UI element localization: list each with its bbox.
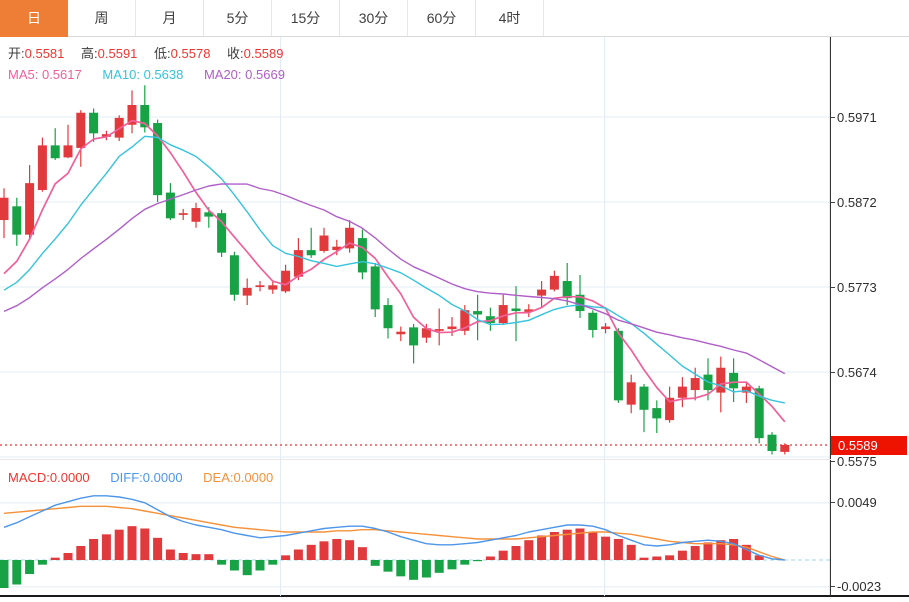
interval-tab-5分[interactable]: 5分	[204, 0, 272, 36]
axis-tick	[830, 586, 835, 588]
price-tick-0.5773: 0.5773	[837, 279, 877, 295]
axis-tick	[830, 116, 835, 118]
diff-label: DIFF:	[110, 470, 143, 485]
interval-tab-周[interactable]: 周	[68, 0, 136, 36]
interval-tabbar: 日周月 5分 15分 30分 60分 4时	[0, 0, 909, 37]
macd-tick--0.0023: -0.0023	[837, 579, 882, 595]
dea-value: 0.0000	[233, 470, 274, 485]
axis-tick	[830, 460, 835, 462]
open-label: 开:	[8, 46, 25, 61]
price-tick-0.5872: 0.5872	[837, 194, 877, 210]
macd-chart-canvas[interactable]	[0, 460, 831, 596]
interval-tab-30分[interactable]: 30分	[340, 0, 408, 36]
main-chart-canvas[interactable]	[0, 37, 831, 459]
panel-divider	[0, 459, 831, 460]
open-value: 0.5581	[24, 46, 65, 61]
low-label: 低:	[154, 46, 171, 61]
ma20-label: MA20:	[203, 67, 242, 82]
current-price-flag: 0.5589	[831, 435, 907, 455]
price-tick-0.5674: 0.5674	[837, 364, 877, 380]
macd-value: 0.0000	[49, 470, 90, 485]
ma-legend: MA5: 0.5617 MA10: 0.5638 MA20: 0.5669	[8, 67, 302, 83]
macd-legend: MACD:0.0000 DIFF:0.0000 DEA:0.0000	[8, 470, 290, 486]
interval-tab-60分[interactable]: 60分	[408, 0, 476, 36]
dea-label: DEA:	[203, 470, 234, 485]
interval-tab-15分[interactable]: 15分	[272, 0, 340, 36]
price-tick-0.5971: 0.5971	[837, 109, 877, 125]
high-value: 0.5591	[97, 46, 138, 61]
interval-tab-月[interactable]: 月	[136, 0, 204, 36]
ma10-value: 0.5638	[143, 67, 184, 82]
ma5-label: MA5:	[8, 67, 39, 82]
macd-tick-0.0049: 0.0049	[837, 495, 877, 511]
axis-tick	[830, 502, 835, 504]
axis-tick	[830, 201, 835, 203]
high-label: 高:	[81, 46, 98, 61]
macd-label: MACD:	[8, 470, 50, 485]
interval-tab-日[interactable]: 日	[0, 0, 68, 37]
interval-tab-4时[interactable]: 4时	[476, 0, 544, 36]
ma20-value: 0.5669	[245, 67, 285, 82]
price-tick-0.5575: 0.5575	[837, 453, 877, 469]
close-label: 收:	[227, 46, 244, 61]
close-value: 0.5589	[243, 46, 284, 61]
low-value: 0.5578	[170, 46, 211, 61]
ohlc-legend: 开:0.5581 高:0.5591 低:0.5578 收:0.5589	[8, 46, 296, 62]
diff-value: 0.0000	[142, 470, 183, 485]
axis-tick	[830, 371, 835, 373]
axis-tick	[830, 286, 835, 288]
chart-bottom-border	[0, 595, 909, 597]
ma10-label: MA10:	[102, 67, 140, 82]
ma5-value: 0.5617	[41, 67, 82, 82]
